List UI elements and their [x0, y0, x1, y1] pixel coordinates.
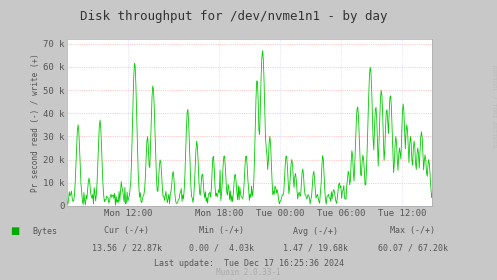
Text: Last update:  Tue Dec 17 16:25:36 2024: Last update: Tue Dec 17 16:25:36 2024 [154, 259, 343, 268]
Text: Max (-/+): Max (-/+) [390, 227, 435, 235]
Text: Avg (-/+): Avg (-/+) [293, 227, 338, 235]
Text: RRDTOOL / TOBI OETIKER: RRDTOOL / TOBI OETIKER [491, 65, 496, 148]
Text: ■: ■ [10, 226, 19, 236]
Text: 0.00 /  4.03k: 0.00 / 4.03k [189, 243, 253, 252]
Text: 13.56 / 22.87k: 13.56 / 22.87k [92, 243, 162, 252]
Text: Disk throughput for /dev/nvme1n1 - by day: Disk throughput for /dev/nvme1n1 - by da… [80, 10, 387, 23]
Text: Min (-/+): Min (-/+) [199, 227, 244, 235]
Y-axis label: Pr second read (-) / write (+): Pr second read (-) / write (+) [31, 53, 40, 192]
Text: 60.07 / 67.20k: 60.07 / 67.20k [378, 243, 447, 252]
Text: Bytes: Bytes [32, 227, 57, 235]
Text: 1.47 / 19.68k: 1.47 / 19.68k [283, 243, 348, 252]
Text: Cur (-/+): Cur (-/+) [104, 227, 149, 235]
Text: Munin 2.0.33-1: Munin 2.0.33-1 [216, 268, 281, 277]
